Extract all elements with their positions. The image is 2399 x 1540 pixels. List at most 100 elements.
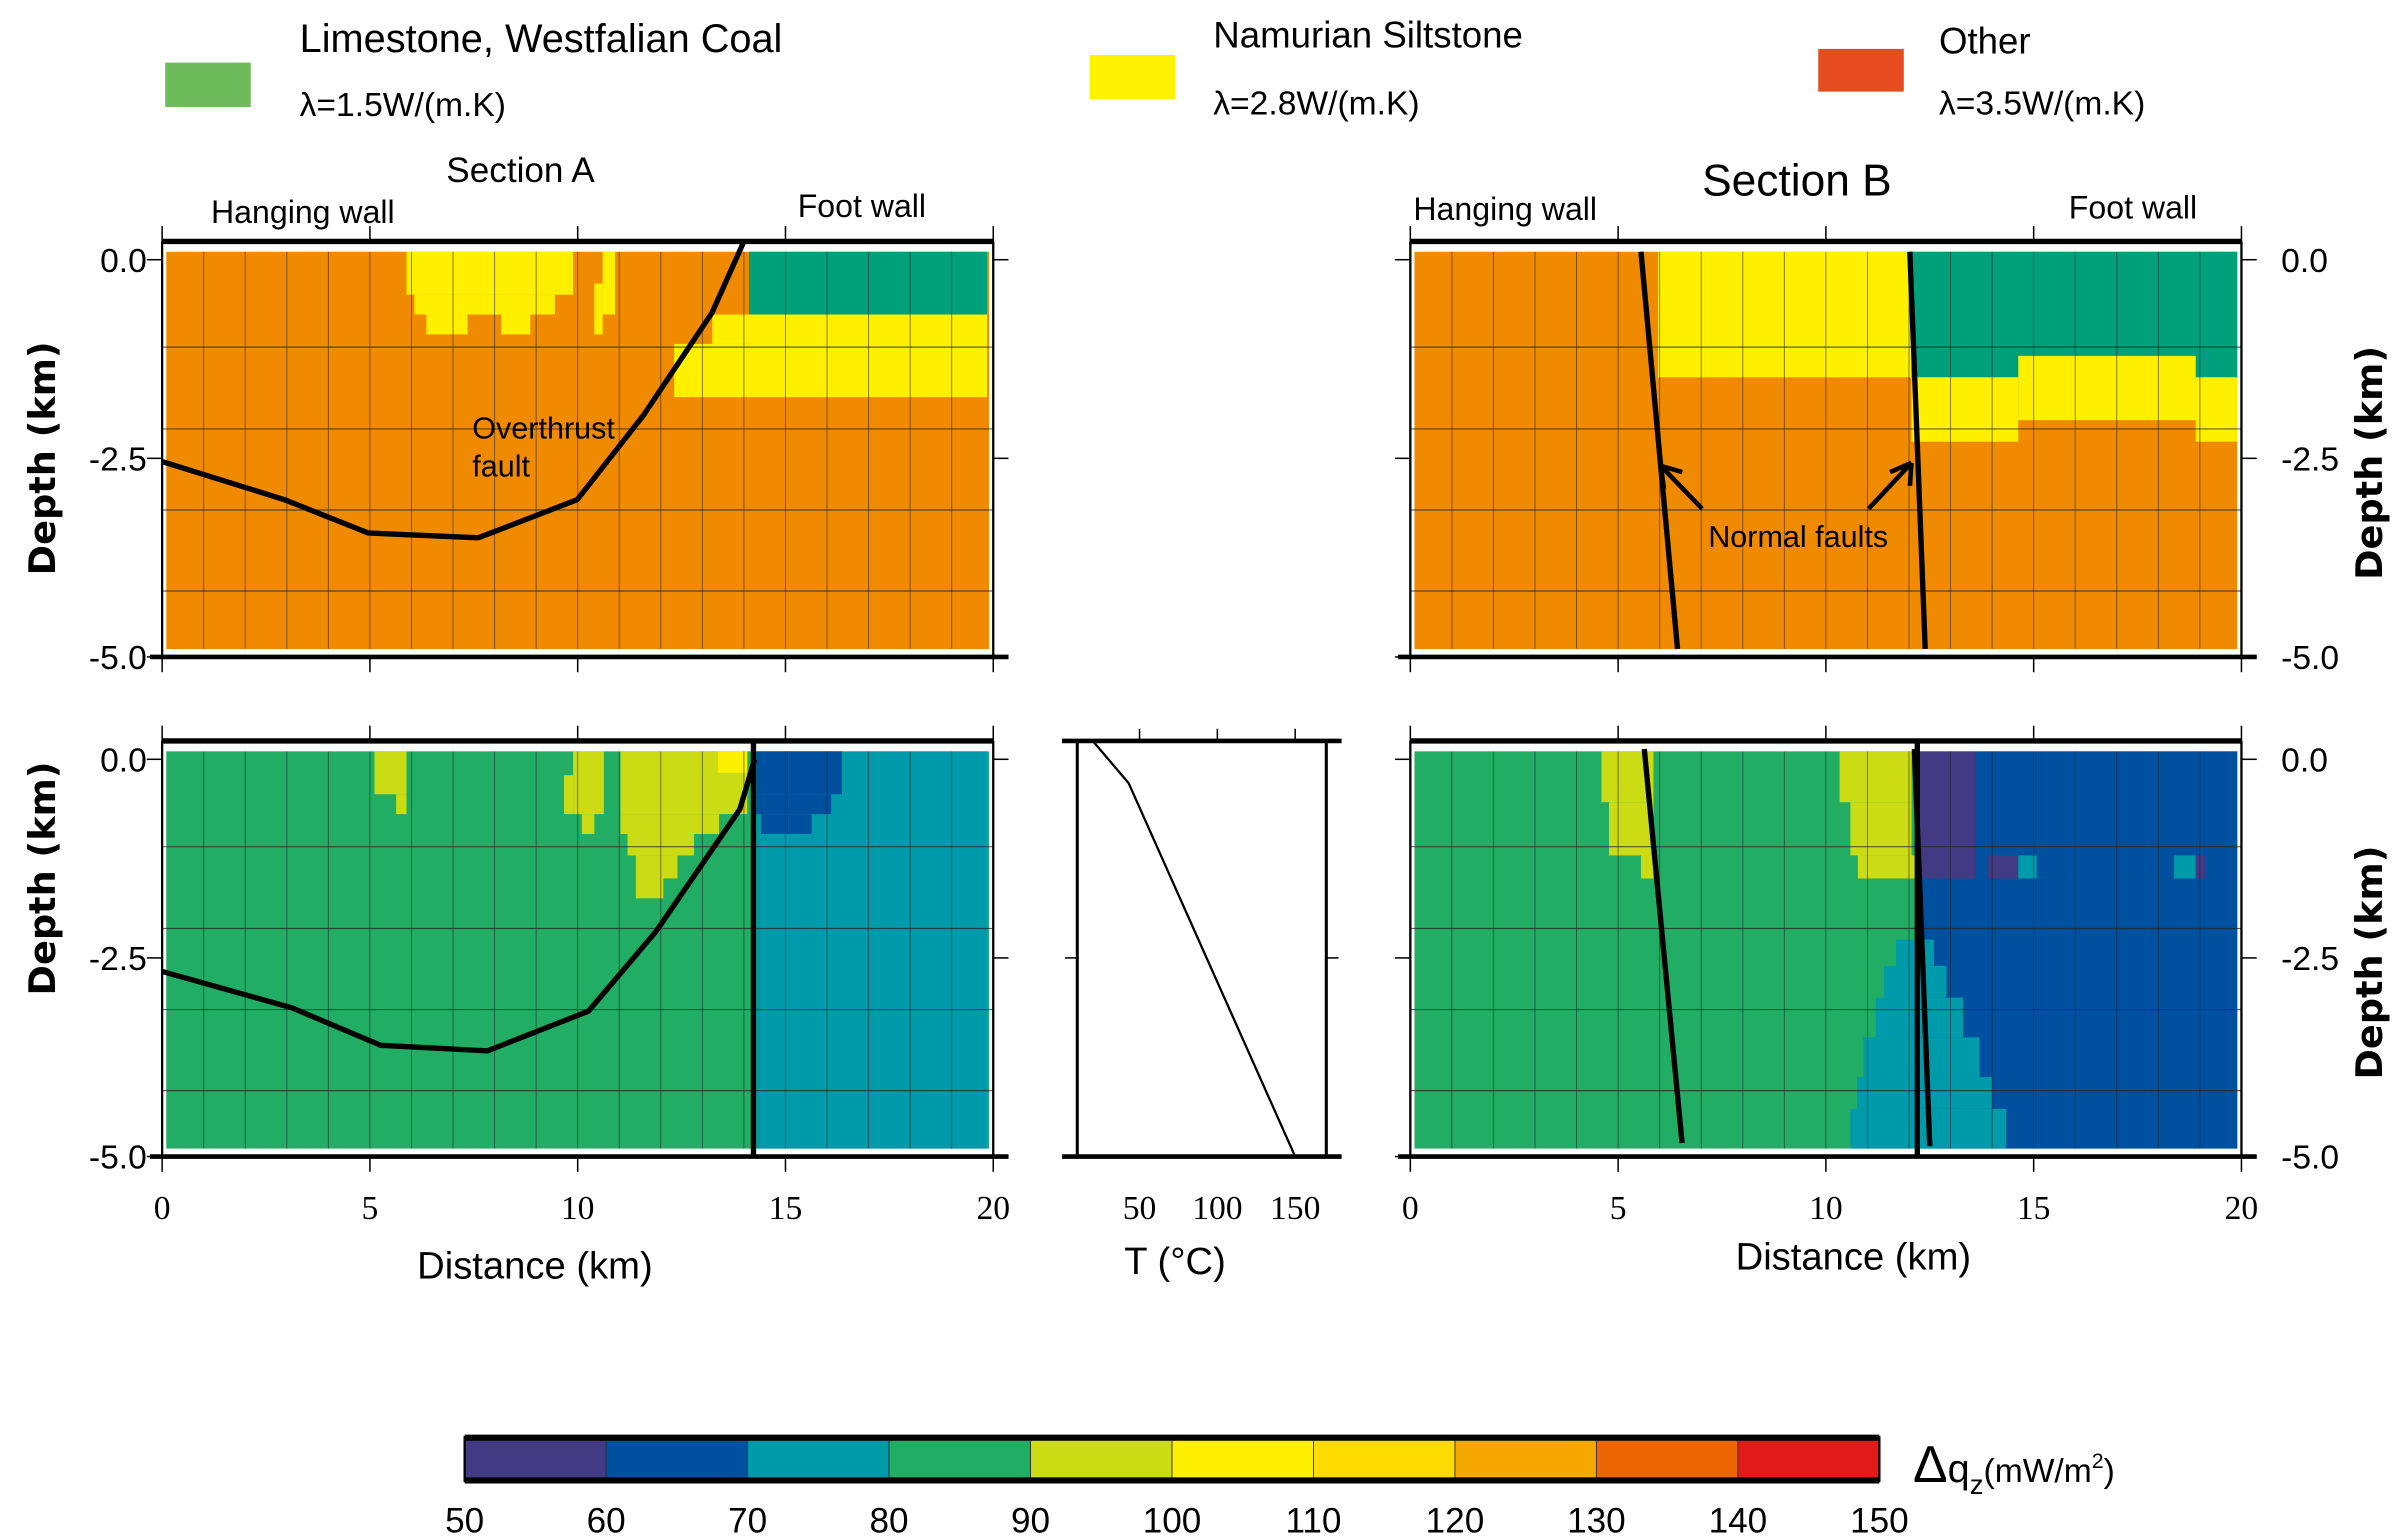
map-cell-region xyxy=(594,283,603,335)
y-tick-label: -5.0 xyxy=(2281,640,2339,677)
fault-line xyxy=(1641,748,1685,1144)
chart-panel-3: 50 100 150 xyxy=(1061,728,1342,1227)
x-tick-label: 10 xyxy=(561,1190,595,1227)
legend: Limestone, Westfalian Coal λ=1.5W/(m.K) … xyxy=(165,14,2145,124)
map-cell-region xyxy=(718,751,748,773)
legend-conductivity-limestone: λ=1.5W/(m.K) xyxy=(300,87,506,124)
foot-wall-label-b: Foot wall xyxy=(2069,189,2197,225)
legend-conductivity-other: λ=3.5W/(m.K) xyxy=(1939,86,2145,123)
y-tick-label: 0.0 xyxy=(100,743,147,780)
depth-axis-label-top-right: Depth (km) xyxy=(2348,346,2391,580)
map-cell-region xyxy=(1839,751,1912,803)
fault-line xyxy=(161,758,758,1054)
map-cell-region xyxy=(1911,377,2019,442)
map-cell-region xyxy=(756,751,842,795)
x-tick-label: 15 xyxy=(769,1190,803,1227)
foot-wall-label-a: Foot wall xyxy=(798,188,926,224)
map-cell-region xyxy=(1917,751,1976,879)
y-tick-label: -2.5 xyxy=(89,941,147,978)
colorbar-tick-label: 150 xyxy=(1850,1501,1909,1540)
colorbar-label-close: ) xyxy=(2104,1453,2115,1490)
legend-label-other: Other xyxy=(1939,20,2031,61)
map-cell-region xyxy=(1863,1037,1980,1078)
y-tick-label: 0.0 xyxy=(100,243,147,280)
overthrust-label-line1: Overthrust xyxy=(472,411,615,445)
map-cell-region xyxy=(2018,855,2037,879)
map-cell-region xyxy=(2018,355,2196,421)
colorbar-tick-label: 100 xyxy=(1143,1501,1202,1540)
legend-label-siltstone: Namurian Siltstone xyxy=(1213,14,1523,55)
x-tick-label: 100 xyxy=(1192,1190,1242,1227)
colorbar-label-unit: (mW/m xyxy=(1984,1453,2092,1490)
colorbar-tick-label: 80 xyxy=(870,1501,909,1540)
fault-line xyxy=(1907,251,1928,650)
colorbar-tick-label: 50 xyxy=(445,1501,484,1540)
legend-swatch-siltstone xyxy=(1089,55,1176,100)
chart-panel-1: 0.0 -2.5 -5.0 xyxy=(1395,226,2339,677)
map-cell-region xyxy=(414,294,555,315)
temperature-axis-label: T (°C) xyxy=(1124,1240,1226,1283)
map-cell-region xyxy=(748,251,988,315)
map-cell-region xyxy=(620,814,719,834)
map-cell-region xyxy=(1857,855,1918,879)
map-cell-region xyxy=(1857,1077,1993,1109)
map-cell-region xyxy=(1987,855,2019,879)
x-tick-label: 5 xyxy=(362,1190,379,1227)
map-cell-region xyxy=(635,878,664,899)
colorbar-tick-label: 140 xyxy=(1709,1501,1768,1540)
colorbar-tick-label: 90 xyxy=(1011,1501,1050,1540)
x-tick-label: 50 xyxy=(1123,1190,1157,1227)
colorbar-bin xyxy=(1171,1438,1314,1480)
y-tick-label: -2.5 xyxy=(2281,442,2339,479)
normal-fault-arrows xyxy=(1658,460,1914,511)
colorbar-label-sup: 2 xyxy=(2092,1449,2104,1473)
colorbar-bin xyxy=(888,1438,1031,1480)
map-cell-region xyxy=(602,251,616,315)
colorbar-bin xyxy=(1737,1438,1880,1480)
y-tick-label: 0.0 xyxy=(2281,243,2328,280)
colorbar-label-sub: z xyxy=(1970,1469,1984,1500)
map-cell-region xyxy=(756,794,832,815)
map-cell-region xyxy=(563,775,574,815)
map-cell-region xyxy=(2174,855,2196,879)
map-cell-region xyxy=(374,751,407,795)
fault-line xyxy=(1638,251,1681,650)
y-tick-label: -5.0 xyxy=(89,640,147,677)
colorbar-bin xyxy=(464,1438,607,1480)
map-cell-region xyxy=(2195,377,2238,442)
map-cell-region xyxy=(712,314,749,344)
depth-axis-label-top-left: Depth (km) xyxy=(21,341,64,575)
distance-axis-label-a: Distance (km) xyxy=(417,1245,653,1288)
colorbar-label-delta: Δ xyxy=(1913,1436,1948,1494)
colorbar-bin xyxy=(1030,1438,1173,1480)
depth-axis-label-bottom-right: Depth (km) xyxy=(2348,846,2391,1080)
colorbar-tick-label: 70 xyxy=(728,1501,767,1540)
section-b-title: Section B xyxy=(1702,157,1892,206)
map-cell-region xyxy=(426,314,468,335)
colorbar-tick-label: 120 xyxy=(1426,1501,1485,1540)
y-tick-label: -5.0 xyxy=(2281,1140,2339,1177)
map-cell-region xyxy=(760,814,812,834)
map-cell-region xyxy=(573,751,604,815)
colorbar-tick-label: 60 xyxy=(587,1501,626,1540)
colorbar-tick-label: 110 xyxy=(1285,1501,1341,1540)
colorbar: 50 60 70 80 90 100 110 120 130 140 150 xyxy=(445,1434,1909,1540)
map-cell-region xyxy=(406,251,574,295)
colorbar-bin xyxy=(605,1438,749,1480)
y-tick-label: -5.0 xyxy=(89,1140,147,1177)
x-tick-label: 20 xyxy=(2225,1190,2259,1227)
map-cell-region xyxy=(1608,802,1654,856)
hanging-wall-label-a: Hanging wall xyxy=(211,194,395,230)
legend-swatch-other xyxy=(1818,48,1904,92)
x-tick-label: 5 xyxy=(1610,1190,1627,1227)
arrow-icon xyxy=(1866,460,1914,511)
chart-panel-2: 0 5 10 15 20 0.0 -2.5 -5.0 xyxy=(89,725,1010,1227)
x-tick-label: 10 xyxy=(1809,1190,1843,1227)
colorbar-bin xyxy=(1313,1438,1456,1480)
colorbar-label-q: q xyxy=(1948,1447,1970,1491)
map-cell-region xyxy=(1850,802,1912,856)
colorbar-bin xyxy=(1595,1438,1739,1480)
fault-line xyxy=(161,240,747,541)
map-cell-region xyxy=(501,314,531,335)
